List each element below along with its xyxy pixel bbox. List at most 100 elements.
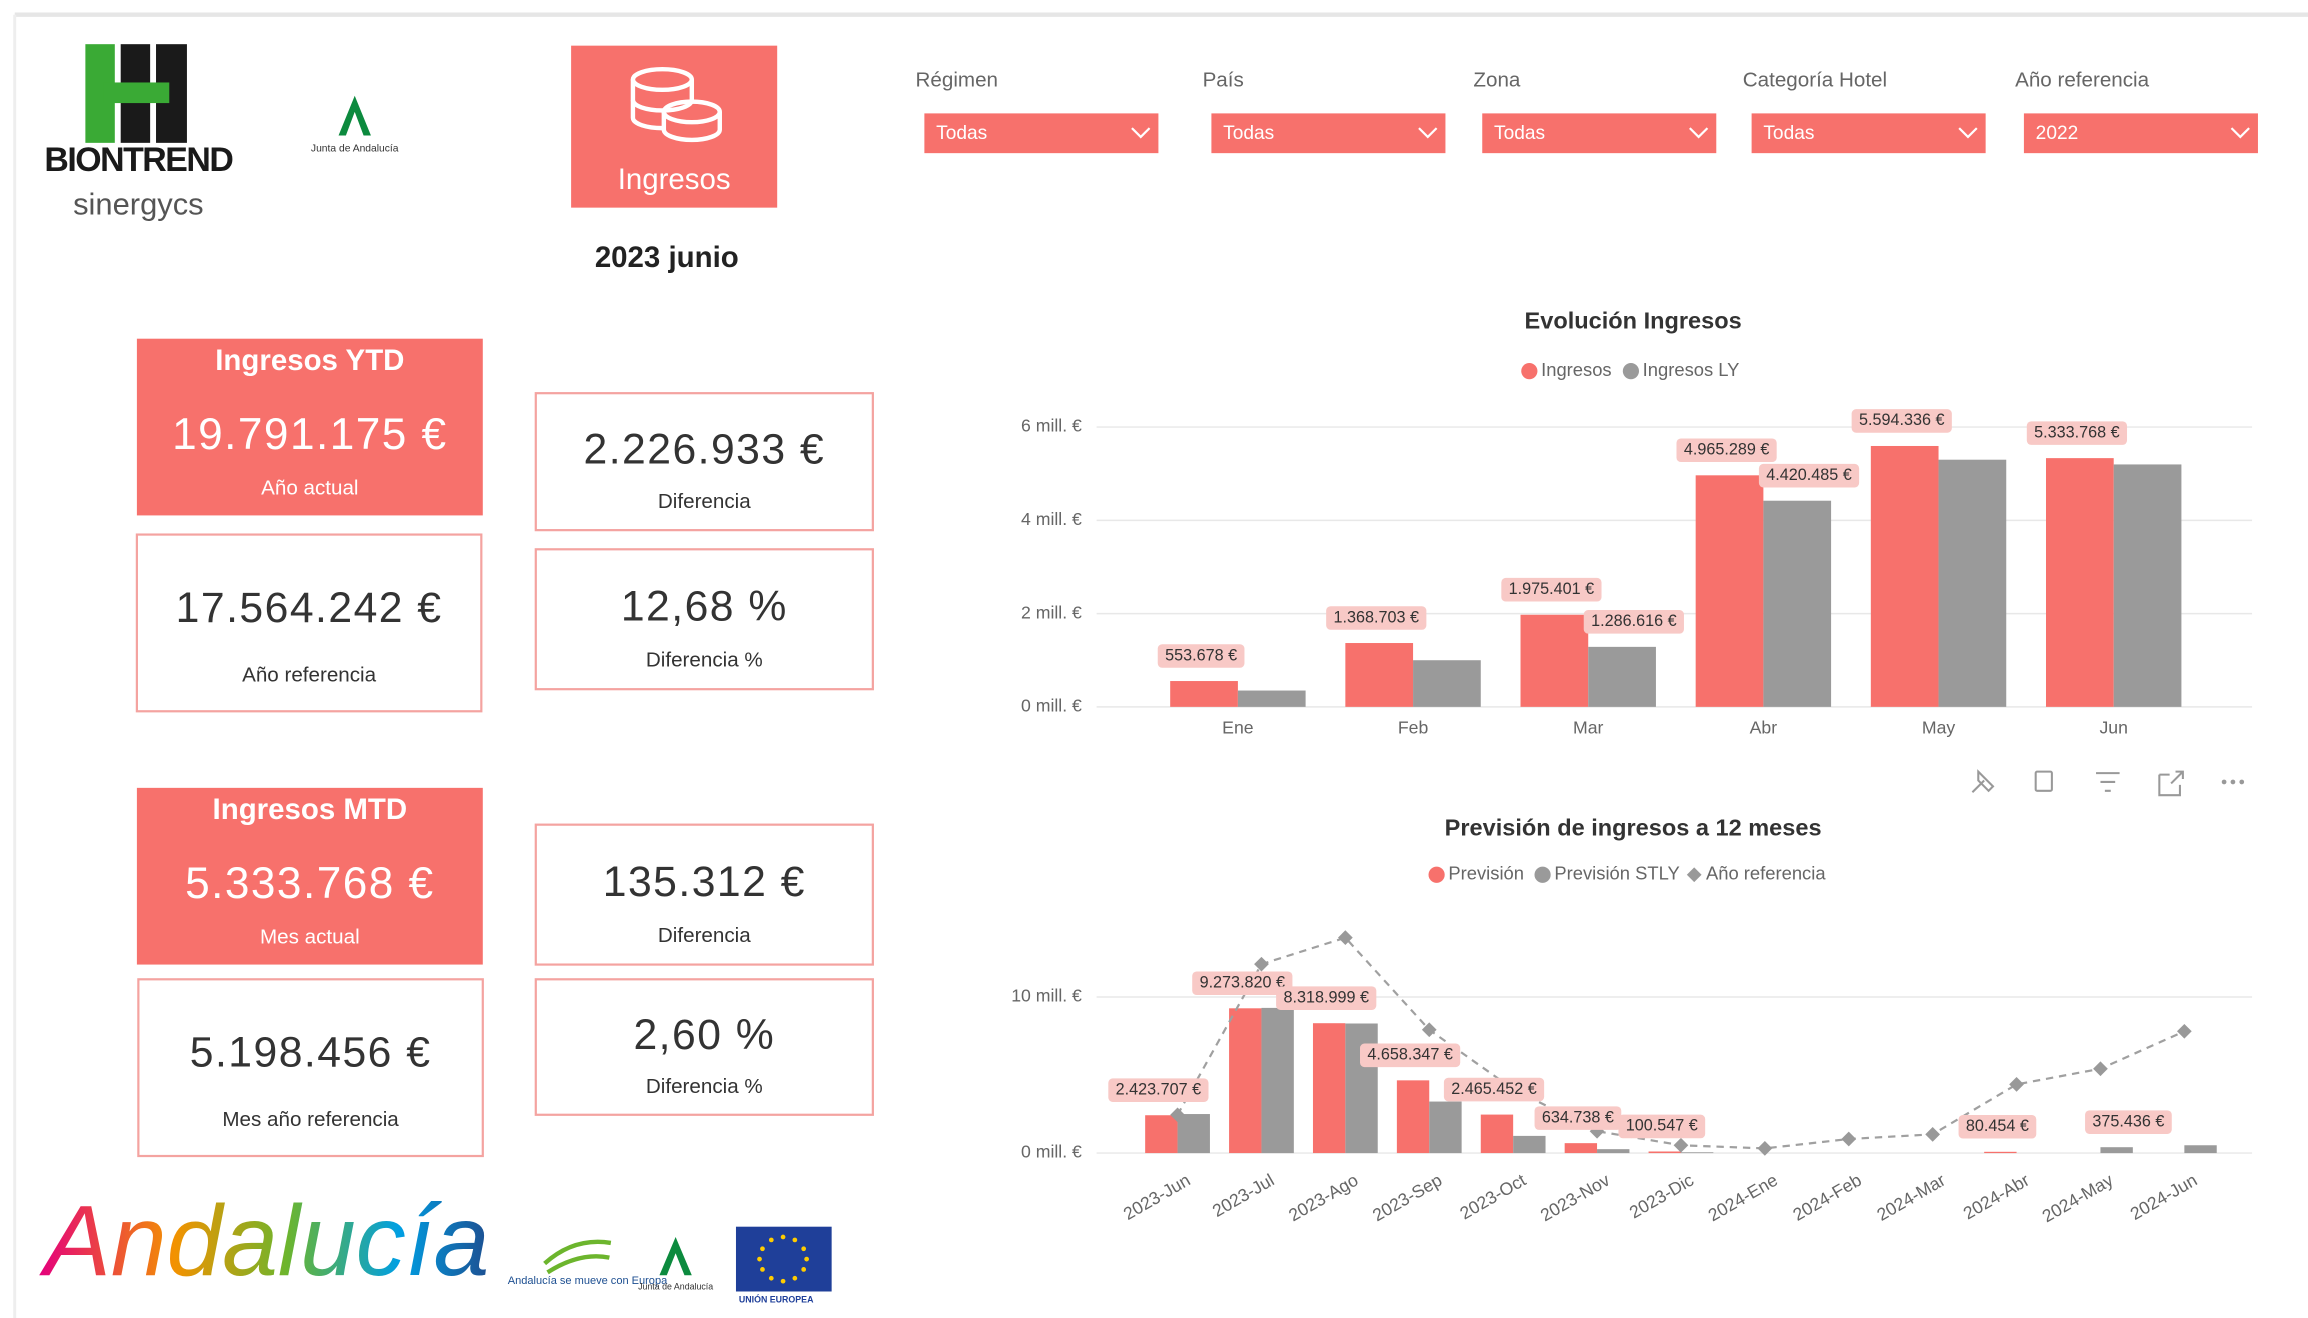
filter-label: Zona xyxy=(1473,68,1521,91)
dropdown-value[interactable]: 2022 xyxy=(2036,123,2079,144)
value-label-bg xyxy=(2085,1110,2172,1134)
line-marker xyxy=(1925,1126,1941,1142)
x-tick-label: Jun xyxy=(2099,718,2127,738)
copy-icon[interactable] xyxy=(2034,770,2053,792)
kpi-card xyxy=(534,978,874,1116)
kpi-label: Mes actual xyxy=(260,925,360,948)
kpi-title: Ingresos MTD xyxy=(213,793,408,826)
bar xyxy=(1564,1143,1598,1154)
kpi-value: 19.791.175 € xyxy=(172,410,447,459)
value-label: 8.318.999 € xyxy=(1283,988,1368,1006)
andalucia-logo: Andalucía xyxy=(39,1185,489,1297)
junta-text-bottom: Junta de Andalucía xyxy=(638,1281,713,1291)
bar xyxy=(1648,1151,1681,1154)
value-label-bg xyxy=(1676,438,1777,463)
value-label: 1.286.616 € xyxy=(1591,612,1676,630)
bar xyxy=(1312,1023,1346,1154)
kpi-label: Diferencia % xyxy=(646,649,763,672)
ingresos-button[interactable]: Ingresos xyxy=(571,45,778,208)
chart-title: Previsión de ingresos a 12 meses xyxy=(1445,814,1822,840)
kpi-value: 135.312 € xyxy=(603,858,806,906)
bar xyxy=(1984,1151,2017,1154)
legend-label: Ingresos LY xyxy=(1643,359,1740,380)
value-label: 80.454 € xyxy=(1966,1117,2029,1135)
value-label-bg xyxy=(1443,1077,1545,1102)
filter-label: País xyxy=(1203,68,1244,91)
more-icon[interactable] xyxy=(2221,779,2245,785)
legend-label: Previsión xyxy=(1448,863,1524,884)
legend-label: Previsión STLY xyxy=(1554,863,1679,884)
kpi-value: 2.226.933 € xyxy=(583,425,825,473)
junta-logo: Junta de Andalucía xyxy=(311,95,399,154)
dropdown-chevron xyxy=(1958,127,1978,139)
filter-icon[interactable] xyxy=(2096,772,2120,792)
junta-icon xyxy=(338,95,371,136)
value-label-bg xyxy=(1958,1114,2037,1139)
bar xyxy=(1695,475,1764,707)
x-tick-label: Ene xyxy=(1222,718,1254,738)
value-label: 375.436 € xyxy=(2092,1112,2164,1130)
kpi-value: 17.564.242 € xyxy=(176,584,443,632)
line-marker xyxy=(1757,1141,1773,1156)
x-tick-label: Abr xyxy=(1750,718,1778,738)
line-marker xyxy=(2093,1061,2108,1077)
value-label: 5.333.768 € xyxy=(2034,423,2119,441)
bar xyxy=(1680,1152,1714,1154)
dropdown-value[interactable]: Todas xyxy=(1763,123,1814,144)
kpi-card-main xyxy=(136,787,483,965)
value-label-bg xyxy=(1583,610,1684,634)
legend-marker xyxy=(1521,363,1538,380)
x-tick-label: Feb xyxy=(1398,718,1429,738)
y-tick-label: 0 mill. € xyxy=(1021,696,1082,716)
bar xyxy=(2045,458,2114,707)
dropdown-value[interactable]: Todas xyxy=(1223,123,1274,144)
eu-stars xyxy=(757,1234,809,1284)
focus-icon[interactable] xyxy=(2158,770,2184,797)
bar xyxy=(1237,690,1306,707)
bar xyxy=(1413,660,1481,707)
dropdown[interactable] xyxy=(924,113,1159,154)
button-bg[interactable] xyxy=(571,45,778,208)
filter-label: Régimen xyxy=(916,68,998,91)
dropdown[interactable] xyxy=(1482,113,1717,154)
europa-icon xyxy=(543,1239,612,1275)
logo-bar xyxy=(103,82,170,104)
line-marker xyxy=(1673,1137,1689,1153)
legend-marker xyxy=(1428,866,1445,883)
value-label: 2.465.452 € xyxy=(1451,1080,1536,1098)
bar xyxy=(2100,1147,2133,1154)
value-label: 9.273.820 € xyxy=(1200,974,1285,992)
bar xyxy=(1429,1101,1462,1154)
kpi-card xyxy=(534,548,874,691)
bar xyxy=(1870,445,1939,707)
kpi-title: Ingresos YTD xyxy=(215,344,404,377)
kpi-label: Año referencia xyxy=(242,663,377,686)
kpi-value: 5.333.768 € xyxy=(185,859,434,908)
bar xyxy=(1597,1149,1630,1154)
value-label: 1.975.401 € xyxy=(1509,580,1594,598)
junta-icon xyxy=(659,1237,692,1276)
bar xyxy=(1177,1114,1210,1154)
bar xyxy=(1513,1135,1546,1154)
brand-logo: BIONTREND sinergycs xyxy=(44,44,235,221)
bar xyxy=(2113,464,2182,707)
button-label[interactable]: Ingresos xyxy=(618,163,731,196)
kpi-card xyxy=(137,978,484,1158)
dropdown-value[interactable]: Todas xyxy=(936,123,987,144)
dropdown[interactable] xyxy=(1751,113,1986,154)
kpi-label: Diferencia xyxy=(658,924,751,947)
legend-label: Ingresos xyxy=(1541,359,1612,380)
bar xyxy=(1229,1008,1262,1154)
dropdown[interactable] xyxy=(2023,113,2258,154)
value-label: 634.738 € xyxy=(1542,1108,1614,1126)
bar xyxy=(1145,1115,1178,1154)
value-label-bg xyxy=(2026,421,2128,445)
dropdown-value[interactable]: Todas xyxy=(1494,123,1545,144)
kpi-value: 12,68 % xyxy=(621,583,788,631)
brand-sub: sinergycs xyxy=(73,186,204,221)
y-tick-label: 2 mill. € xyxy=(1021,602,1082,622)
bar xyxy=(1261,1007,1294,1154)
pin-icon[interactable] xyxy=(1971,769,1995,794)
dropdown[interactable] xyxy=(1211,113,1446,154)
kpi-label: Diferencia xyxy=(658,490,751,513)
